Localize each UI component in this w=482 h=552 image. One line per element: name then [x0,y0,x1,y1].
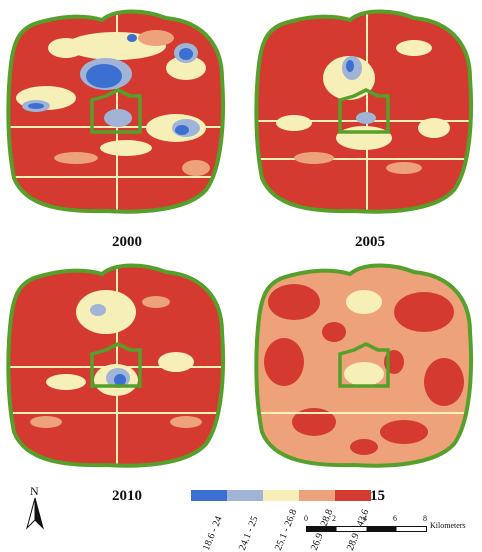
legend-swatch-5 [335,490,371,501]
map-2010 [6,263,225,468]
scale-unit: Kilometers [430,521,466,530]
year-label-2000: 2000 [112,234,142,250]
scale-bar: 0 2 4 6 8 Kilometers [304,514,476,544]
legend-swatch-1 [191,490,227,501]
year-label-2005: 2005 [355,234,385,250]
scale-tick-0: 0 [304,514,308,523]
scale-tick-8: 8 [423,514,427,523]
scale-tick-4: 4 [363,514,367,523]
year-label-2010: 2010 [112,488,142,504]
map-2000 [6,9,225,214]
scale-bar-graphic [306,526,427,532]
legend-swatch-2 [227,490,263,501]
legend-label-1: 18.6 - 24 [201,514,225,552]
legend-label-2: 24.1 - 25 [237,514,261,552]
legend-swatch-3 [263,490,299,501]
legend-label-3: 25.1 - 26.8 [273,507,300,552]
north-label: N [30,484,39,498]
temperature-legend: 18.6 - 24 24.1 - 25 25.1 - 26.8 26.9 - 2… [191,490,371,552]
north-arrow-icon: N [26,484,44,530]
legend-swatch-4 [299,490,335,501]
scale-tick-6: 6 [393,514,397,523]
map-2005 [254,9,473,214]
scale-tick-2: 2 [332,514,336,523]
map-2015 [254,263,473,468]
